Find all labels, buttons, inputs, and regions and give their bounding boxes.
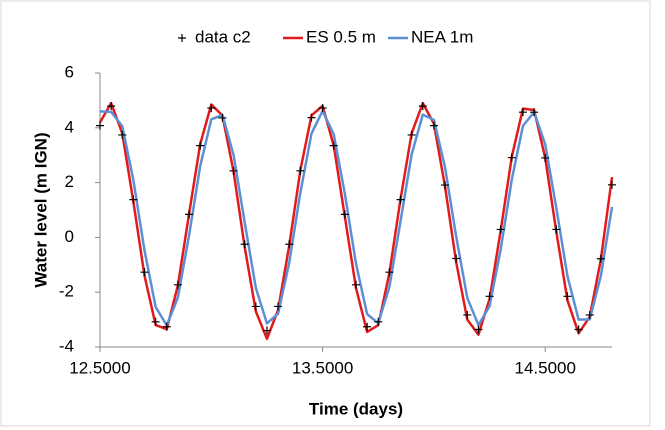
- data-point: [352, 280, 360, 289]
- legend-label: NEA 1m: [411, 27, 473, 46]
- data-point: [274, 302, 283, 311]
- data-point: [463, 310, 472, 319]
- data-point: [530, 108, 539, 117]
- data-point: [418, 102, 427, 111]
- data-point: [518, 108, 527, 117]
- data-point: [118, 130, 127, 139]
- data-point: [596, 254, 605, 263]
- data-point: [218, 113, 227, 122]
- data-point: [140, 268, 149, 277]
- data-point: [585, 310, 594, 319]
- data-point: [552, 225, 561, 234]
- data-point: [207, 104, 216, 113]
- data-point: [363, 322, 372, 331]
- legend-label: ES 0.5 m: [306, 27, 376, 46]
- data-point: [474, 325, 483, 334]
- x-tick-label: 13.5000: [292, 358, 353, 377]
- data-point: [485, 292, 494, 301]
- data-point: [162, 322, 171, 331]
- data-point: [307, 113, 316, 122]
- legend-label: data c2: [195, 27, 251, 46]
- data-point: [285, 240, 294, 249]
- y-tick-label: -2: [59, 282, 74, 301]
- data-point: [541, 153, 550, 162]
- data-point: [318, 104, 327, 113]
- data-point: [507, 153, 516, 162]
- data-point: [608, 180, 616, 189]
- data-point: [329, 141, 338, 150]
- data-point: [96, 121, 104, 130]
- data-point: [262, 326, 271, 335]
- data-point: [251, 302, 260, 311]
- y-tick-label: -4: [59, 336, 74, 355]
- data-point: [385, 268, 394, 277]
- data-point: [185, 210, 194, 219]
- data-point: [374, 317, 383, 326]
- data-point: [229, 166, 238, 175]
- data-point: [396, 195, 405, 204]
- data-point: [574, 325, 583, 334]
- data-point: [151, 317, 160, 326]
- x-axis-title: Time (days): [309, 399, 403, 418]
- data-point: [452, 254, 461, 263]
- data-point: [563, 292, 572, 301]
- legend-symbol: [178, 34, 186, 42]
- data-point: [407, 130, 416, 139]
- y-tick-label: 2: [65, 172, 74, 191]
- data-point: [340, 210, 349, 219]
- data-point: [173, 280, 182, 289]
- y-tick-label: 6: [65, 62, 74, 81]
- data-point: [240, 240, 249, 249]
- data-point: [496, 225, 505, 234]
- y-tick-label: 4: [65, 117, 74, 136]
- data-point: [196, 141, 205, 150]
- series-line: [99, 109, 614, 327]
- data-point: [296, 166, 305, 175]
- data-point: [107, 102, 116, 111]
- x-tick-label: 14.5000: [514, 358, 575, 377]
- y-tick-label: 0: [65, 227, 74, 246]
- x-tick-label: 12.5000: [69, 358, 130, 377]
- y-axis-title: Water level (m IGN): [31, 132, 50, 287]
- data-point: [129, 195, 138, 204]
- chart-frame: [0, 0, 651, 427]
- data-point: [429, 121, 438, 130]
- data-point: [441, 181, 450, 190]
